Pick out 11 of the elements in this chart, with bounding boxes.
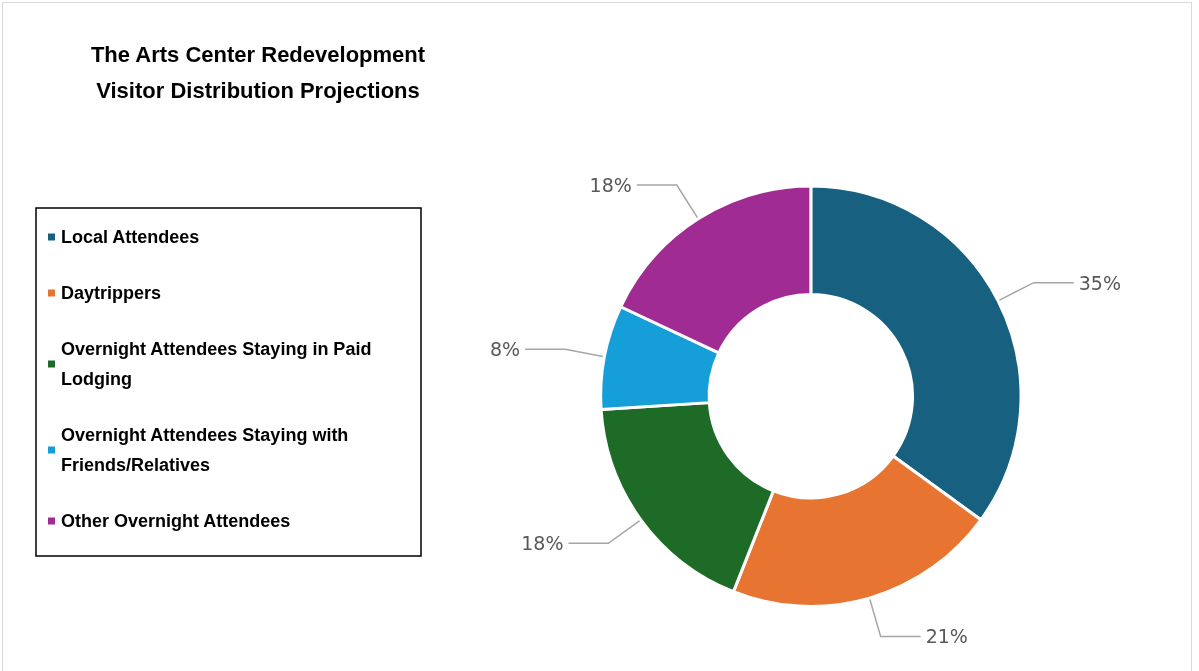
data-label: 35% bbox=[1078, 271, 1121, 294]
data-label: 18% bbox=[589, 174, 632, 197]
data-label: 18% bbox=[521, 532, 564, 555]
chart-title: The Arts Center Redevelopment Visitor Distribution Projections bbox=[90, 41, 426, 103]
legend-label: Local Attendees bbox=[61, 227, 200, 247]
legend-label: Overnight Attendees Staying with Friends/Relatives bbox=[61, 425, 354, 475]
data-label: 21% bbox=[925, 625, 968, 648]
legend-label: Other Overnight Attendees bbox=[61, 511, 291, 531]
data-label: 8% bbox=[489, 338, 521, 361]
legend-label: Overnight Attendees Staying in Paid Lodging bbox=[61, 339, 377, 389]
legend-label: Daytrippers bbox=[61, 283, 162, 303]
